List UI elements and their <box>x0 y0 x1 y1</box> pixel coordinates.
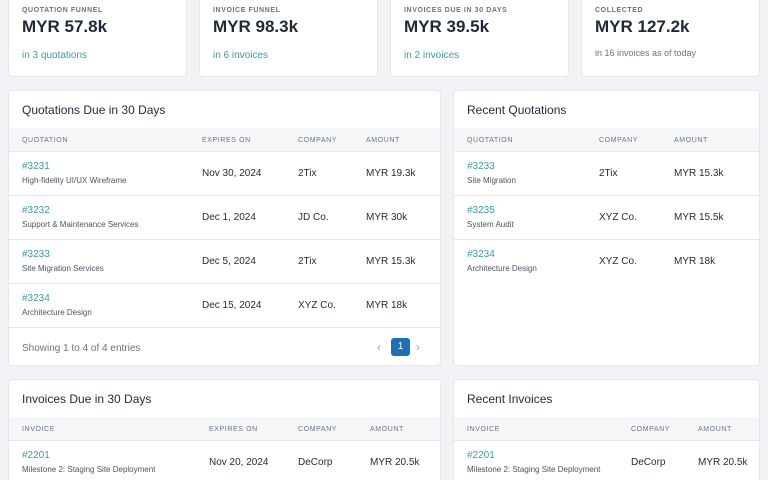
stat-label: COLLECTED <box>595 7 644 14</box>
quotation-link[interactable]: #3234 <box>467 249 495 260</box>
recent-invoices-card: Recent Invoices INVOICE COMPANY AMOUNT #… <box>453 379 760 480</box>
stat-sub-text: in 16 invoices as of today <box>595 48 697 58</box>
chevron-left-icon[interactable]: ‹ <box>377 340 381 354</box>
column-header: AMOUNT <box>674 137 708 144</box>
card-title: Recent Quotations <box>467 103 567 117</box>
company: XYZ Co. <box>298 300 336 311</box>
table-row[interactable]: #3233 Site Migration 2Tix MYR 15.3k <box>454 152 759 196</box>
company: 2Tix <box>298 256 317 267</box>
quotation-link[interactable]: #3234 <box>22 293 50 304</box>
amount: MYR 15.3k <box>366 256 416 267</box>
table-row[interactable]: #3233 Site Migration Services Dec 5, 202… <box>9 240 440 284</box>
recent-quotations-card: Recent Quotations QUOTATION COMPANY AMOU… <box>453 90 760 366</box>
expiry-date: Dec 15, 2024 <box>202 300 262 311</box>
expiry-date: Nov 20, 2024 <box>209 457 269 468</box>
table-header: INVOICE COMPANY AMOUNT <box>454 417 759 441</box>
table-row[interactable]: #3232 Support & Maintenance Services Dec… <box>9 196 440 240</box>
pagination-summary: Showing 1 to 4 of 4 entries <box>22 343 141 354</box>
stat-sub-link[interactable]: in 3 quotations <box>22 50 88 61</box>
column-header: AMOUNT <box>366 137 400 144</box>
amount: MYR 15.3k <box>674 168 724 179</box>
invoice-link[interactable]: #2201 <box>22 450 50 461</box>
stat-card-invoices-due: INVOICES DUE IN 30 DAYS MYR 39.5k in 2 i… <box>390 0 569 77</box>
stat-label: QUOTATION FUNNEL <box>22 7 103 14</box>
table-row[interactable]: #2201 Milestone 2: Staging Site Deployme… <box>9 441 440 480</box>
stat-card-collected: COLLECTED MYR 127.2k in 16 invoices as o… <box>581 0 760 77</box>
company: 2Tix <box>298 168 317 179</box>
amount: MYR 18k <box>366 300 408 311</box>
card-title: Quotations Due in 30 Days <box>22 103 166 117</box>
invoice-link[interactable]: #2201 <box>467 450 495 461</box>
company: 2Tix <box>599 168 618 179</box>
card-title: Recent Invoices <box>467 392 553 406</box>
amount: MYR 20.5k <box>698 457 748 468</box>
quotation-link[interactable]: #3232 <box>22 205 50 216</box>
column-header: COMPANY <box>298 137 338 144</box>
stat-card-quotation-funnel: QUOTATION FUNNEL MYR 57.8k in 3 quotatio… <box>8 0 187 77</box>
quotations-due-card: Quotations Due in 30 Days QUOTATION EXPI… <box>8 90 441 366</box>
table-row[interactable]: #2201 Milestone 2: Staging Site Deployme… <box>454 441 759 480</box>
quotation-description: System Audit <box>467 220 514 229</box>
column-header: QUOTATION <box>467 137 513 144</box>
quotation-description: Architecture Design <box>467 264 537 273</box>
company: DeCorp <box>298 457 333 468</box>
expiry-date: Dec 5, 2024 <box>202 256 256 267</box>
stat-value: MYR 127.2k <box>595 17 690 36</box>
company: JD Co. <box>298 212 329 223</box>
quotation-description: High-fidelity UI/UX Wireframe <box>22 176 127 185</box>
column-header: COMPANY <box>599 137 639 144</box>
quotation-link[interactable]: #3231 <box>22 161 50 172</box>
column-header: INVOICE <box>467 426 500 433</box>
amount: MYR 20.5k <box>370 457 420 468</box>
stat-sub-link[interactable]: in 2 invoices <box>404 50 460 61</box>
expiry-date: Dec 1, 2024 <box>202 212 256 223</box>
quotation-link[interactable]: #3233 <box>467 161 495 172</box>
invoice-description: Milestone 2: Staging Site Deployment <box>467 465 601 474</box>
quotation-link[interactable]: #3235 <box>467 205 495 216</box>
company: XYZ Co. <box>599 212 637 223</box>
invoices-due-card: Invoices Due in 30 Days INVOICE EXPIRES … <box>8 379 441 480</box>
stat-card-invoice-funnel: INVOICE FUNNEL MYR 98.3k in 6 invoices <box>199 0 378 77</box>
quotation-description: Support & Maintenance Services <box>22 220 139 229</box>
quotation-description: Site Migration <box>467 176 516 185</box>
expiry-date: Nov 30, 2024 <box>202 168 262 179</box>
stat-label: INVOICES DUE IN 30 DAYS <box>404 7 508 14</box>
stat-sub-link[interactable]: in 6 invoices <box>213 50 269 61</box>
stat-value: MYR 39.5k <box>404 17 490 36</box>
table-row[interactable]: #3235 System Audit XYZ Co. MYR 15.5k <box>454 196 759 240</box>
table-row[interactable]: #3234 Architecture Design Dec 15, 2024 X… <box>9 284 440 328</box>
column-header: EXPIRES ON <box>209 426 258 433</box>
column-header: AMOUNT <box>698 426 732 433</box>
table-header: QUOTATION EXPIRES ON COMPANY AMOUNT <box>9 128 440 152</box>
company: XYZ Co. <box>599 256 637 267</box>
column-header: INVOICE <box>22 426 55 433</box>
amount: MYR 19.3k <box>366 168 416 179</box>
quotation-description: Architecture Design <box>22 308 92 317</box>
chevron-right-icon[interactable]: › <box>416 340 420 354</box>
table-header: INVOICE EXPIRES ON COMPANY AMOUNT <box>9 417 440 441</box>
column-header: EXPIRES ON <box>202 137 251 144</box>
amount: MYR 15.5k <box>674 212 724 223</box>
amount: MYR 30k <box>366 212 408 223</box>
column-header: COMPANY <box>631 426 671 433</box>
pagination-page-1[interactable]: 1 <box>391 338 410 356</box>
invoice-description: Milestone 2: Staging Site Deployment <box>22 465 156 474</box>
card-title: Invoices Due in 30 Days <box>22 392 152 406</box>
quotation-description: Site Migration Services <box>22 264 104 273</box>
company: DeCorp <box>631 457 666 468</box>
stat-value: MYR 57.8k <box>22 17 108 36</box>
table-row[interactable]: #3231 High-fidelity UI/UX Wireframe Nov … <box>9 152 440 196</box>
column-header: QUOTATION <box>22 137 68 144</box>
column-header: COMPANY <box>298 426 338 433</box>
stat-value: MYR 98.3k <box>213 17 299 36</box>
column-header: AMOUNT <box>370 426 404 433</box>
table-row[interactable]: #3234 Architecture Design XYZ Co. MYR 18… <box>454 240 759 284</box>
amount: MYR 18k <box>674 256 716 267</box>
quotation-link[interactable]: #3233 <box>22 249 50 260</box>
stat-label: INVOICE FUNNEL <box>213 7 281 14</box>
table-header: QUOTATION COMPANY AMOUNT <box>454 128 759 152</box>
